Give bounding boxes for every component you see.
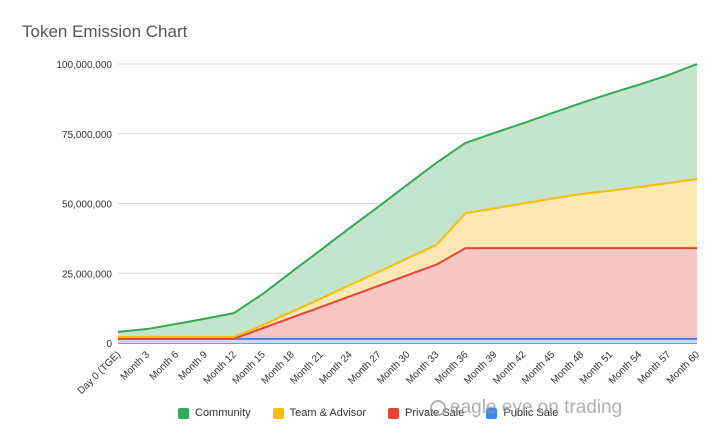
legend-label: Public Sale (503, 407, 559, 419)
legend-swatch (178, 407, 189, 419)
watermark: eagle eye on trading (430, 397, 622, 419)
legend-label: Community (195, 407, 251, 419)
area-public-sale (118, 338, 697, 343)
legend-item: Team & Advisor (272, 407, 367, 419)
watermark-text: eagle eye on trading (450, 397, 623, 418)
line-private-sale (118, 247, 697, 340)
y-tick-label: 50,000,000 (62, 200, 112, 211)
area-private-sale (118, 248, 697, 339)
x-tick-label: Month 3 (119, 349, 153, 383)
y-tick-label: 75,000,000 (62, 130, 112, 141)
x-tick-label: Day 0 (TGE) (76, 349, 123, 396)
line-team-advisor (118, 177, 698, 338)
chart-title: Token Emission Chart (22, 22, 188, 41)
area-community (118, 64, 697, 337)
legend-label: Team & Advisor (289, 407, 367, 419)
legend-item: Community (178, 407, 251, 419)
y-tick-label: 0 (106, 339, 112, 350)
legend-swatch (486, 407, 498, 419)
series-lines (117, 63, 698, 340)
line-community (117, 63, 698, 333)
legend-swatch (272, 407, 284, 419)
legend-item: Public Sale (486, 407, 558, 419)
legend-swatch (388, 407, 400, 419)
x-tick-label: Month 6 (148, 349, 182, 383)
watermark-logo-icon (430, 400, 446, 416)
y-tick-label: 100,000,000 (56, 60, 112, 71)
y-tick-label: 25,000,000 (62, 269, 112, 280)
